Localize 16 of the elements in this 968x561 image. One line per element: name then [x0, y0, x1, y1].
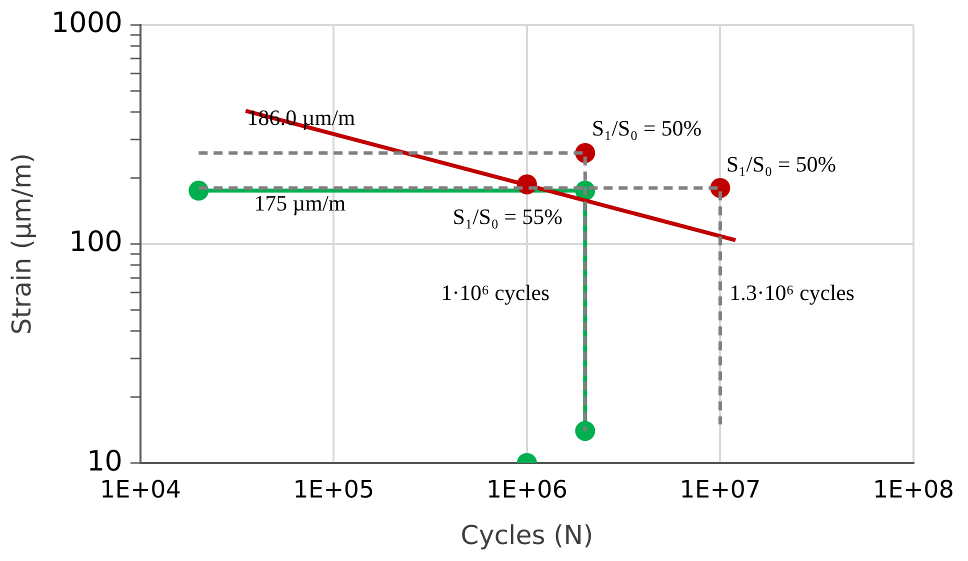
- annotation: S₁/S₀ = 55%: [452, 204, 562, 229]
- y-tick-label: 10: [86, 444, 122, 478]
- annotation: 1·10⁶ cycles: [441, 280, 550, 306]
- x-tick-label: 1E+05: [293, 476, 374, 504]
- x-tick-label: 1E+04: [100, 476, 182, 504]
- x-tick-label: 1E+07: [680, 476, 761, 504]
- y-tick-label: 1000: [51, 6, 122, 40]
- annotation: S₁/S₀ = 50%: [726, 152, 836, 177]
- annotation: 175 µm/m: [254, 190, 346, 216]
- x-tick-label: 1E+08: [872, 476, 954, 504]
- y-axis-title: Strain (µm/m): [7, 153, 38, 335]
- annotation: S₁/S₀ = 50%: [592, 115, 702, 140]
- x-tick-label: 1E+06: [486, 476, 568, 504]
- annotation: 1.3·10⁶ cycles: [729, 280, 854, 306]
- y-tick-label: 100: [69, 225, 122, 258]
- x-axis-title: Cycles (N): [460, 521, 594, 552]
